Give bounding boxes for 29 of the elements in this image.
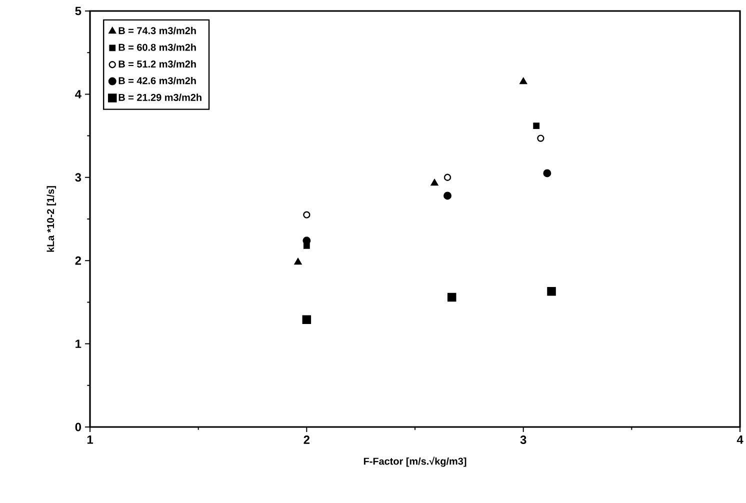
legend-label: B = 21.29 m3/m2h xyxy=(118,94,202,102)
legend-label: B = 51.2 m3/m2h xyxy=(118,60,196,68)
x-tick-label: 4 xyxy=(736,436,744,444)
point xyxy=(533,122,540,130)
x-tick-label: 3 xyxy=(520,436,526,444)
x-tick-label: 1 xyxy=(87,436,93,444)
point xyxy=(294,258,302,265)
legend-label: B = 60.8 m3/m2h xyxy=(118,44,196,51)
y-tick-label: 3 xyxy=(75,173,82,182)
point xyxy=(444,192,452,200)
point xyxy=(447,292,456,302)
y-axis-title: kLa *10-2 [1/s] xyxy=(46,186,56,252)
y-tick-label: 4 xyxy=(75,90,82,98)
legend-label: B = 74.3 m3/m2h xyxy=(118,26,196,34)
point xyxy=(543,169,552,178)
legend-label: B = 42.6 m3/m2h xyxy=(118,76,196,84)
point xyxy=(303,211,310,218)
point xyxy=(537,134,544,142)
point xyxy=(547,287,556,296)
y-tick-label: 5 xyxy=(75,6,82,16)
point xyxy=(430,179,438,186)
y-tick-label: 0 xyxy=(75,422,82,432)
x-tick-label: 2 xyxy=(304,436,310,444)
x-axis-title: F-Factor [m/s.√kg/m3] xyxy=(364,456,466,467)
y-tick-label: 1 xyxy=(76,340,82,348)
y-tick-label: 2 xyxy=(75,256,82,265)
point xyxy=(302,315,312,324)
point xyxy=(520,78,528,84)
point xyxy=(444,174,452,181)
